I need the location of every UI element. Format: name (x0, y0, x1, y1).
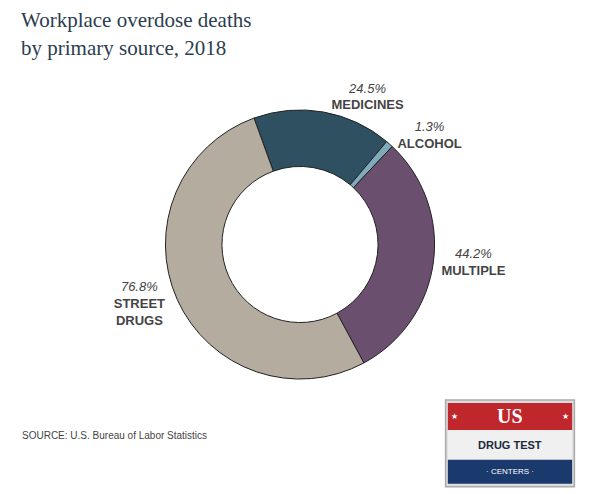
svg-text:DRUG TEST: DRUG TEST (478, 439, 542, 451)
svg-text:★: ★ (562, 412, 569, 421)
svg-text:44.2%MULTIPLE: 44.2%MULTIPLE (441, 246, 505, 278)
svg-text:76.8%STREETDRUGS: 76.8%STREETDRUGS (114, 279, 165, 328)
svg-text:★: ★ (451, 412, 458, 421)
svg-text:US: US (497, 405, 523, 427)
svg-text:SOURCE: U.S. Bureau of Labor S: SOURCE: U.S. Bureau of Labor Statistics (22, 430, 207, 441)
svg-text:· CENTERS ·: · CENTERS · (486, 467, 534, 476)
svg-text:24.5%MEDICINES: 24.5%MEDICINES (331, 81, 404, 113)
svg-text:Workplace overdose deathsby pr: Workplace overdose deathsby primary sour… (21, 8, 251, 59)
svg-text:1.3%ALCOHOL: 1.3%ALCOHOL (397, 119, 461, 151)
